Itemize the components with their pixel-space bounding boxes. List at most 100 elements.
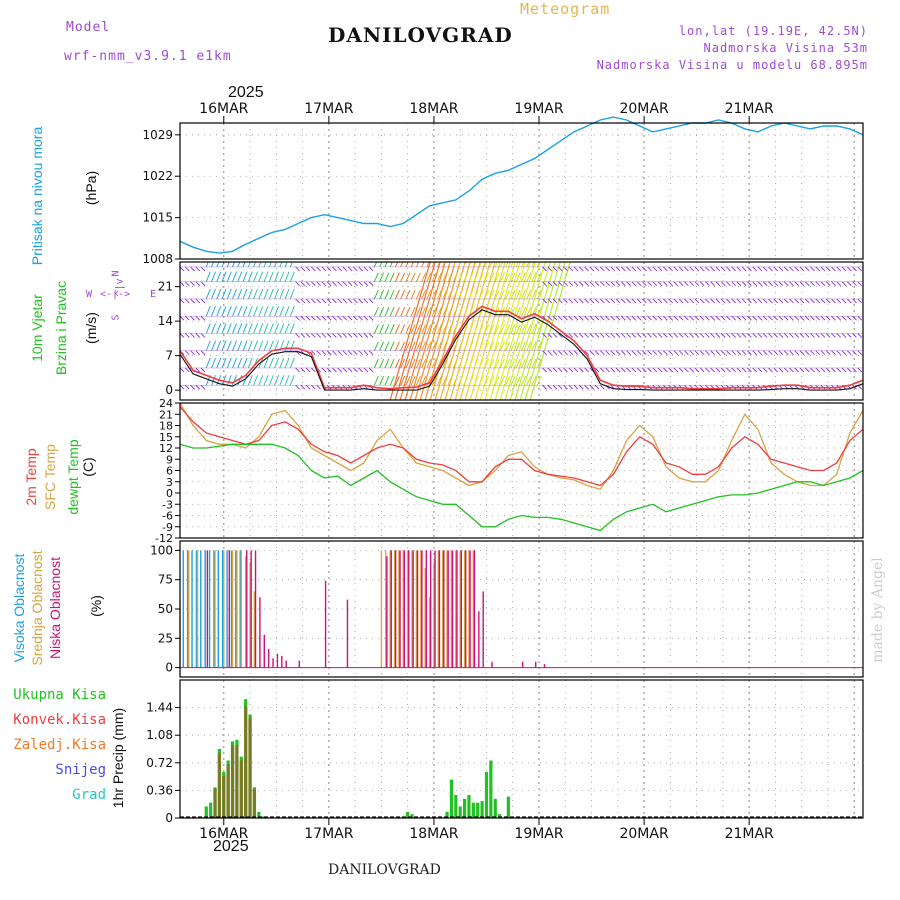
temperature-tick-label: -3 [162, 498, 173, 511]
wind-barb [515, 376, 521, 386]
wind-barb [180, 384, 185, 390]
wind-barb [353, 281, 358, 287]
wind-barb [736, 298, 742, 304]
wind-barb [652, 281, 658, 287]
wind-barb [584, 281, 589, 287]
wind-barb [841, 281, 847, 287]
wind-barb [373, 272, 379, 282]
wind-barb [458, 307, 463, 317]
wind-barb [389, 272, 395, 282]
temperature-tick-label: -6 [162, 510, 173, 523]
wind-barb [353, 315, 358, 321]
wind-barb [347, 333, 353, 338]
wind-barb [300, 281, 306, 287]
wind-barb [521, 289, 526, 300]
wind-barb [631, 367, 637, 373]
wind-barb [820, 367, 826, 373]
wind-barb [405, 307, 411, 317]
wind-hatch [529, 262, 571, 400]
wind-barb [311, 350, 316, 356]
wind-barb [421, 358, 427, 369]
wind-barb [326, 298, 332, 304]
wind-barb [741, 298, 747, 304]
wind-barb [841, 350, 847, 356]
wind-barb [804, 350, 810, 356]
wind-barb [242, 262, 246, 268]
wind-barb [268, 271, 274, 282]
wind-barb [332, 281, 337, 287]
wind-barb [263, 306, 269, 317]
temperature-tick-label: 6 [166, 465, 173, 478]
wind-barb [573, 298, 579, 304]
wind-barb [473, 341, 479, 351]
wind-barb [205, 357, 211, 369]
wind-barb [789, 298, 794, 304]
wind-barb [526, 341, 532, 351]
wind-barb [489, 272, 495, 282]
wind-barb [216, 271, 222, 282]
wind-barb [274, 271, 279, 282]
wind-barb [426, 358, 432, 369]
wind-barb [720, 281, 726, 287]
wind-barb [405, 358, 411, 369]
wind-barb [484, 341, 490, 351]
wind-barb [552, 281, 558, 287]
wind-barb [421, 272, 427, 282]
wind-barb [757, 333, 763, 338]
precip-convective-bar [239, 760, 243, 818]
wind-barb [289, 306, 295, 317]
day-label-bottom: 17MAR [304, 826, 353, 842]
wind-barb [295, 384, 300, 390]
wind-barb [479, 324, 484, 334]
wind-barb [773, 350, 779, 356]
precip-convective-bar [226, 764, 230, 818]
wind-barb [237, 323, 243, 334]
wind-barb [631, 315, 637, 321]
wind-barb [368, 350, 374, 356]
wind-barb [752, 350, 757, 356]
wind-barb [794, 367, 800, 373]
wind-barb [752, 333, 757, 338]
dewpt-temp-line [179, 443, 864, 532]
wind-barb [337, 333, 342, 338]
wind-barb [815, 333, 821, 338]
wind-barb [825, 281, 831, 287]
wind-barb [437, 341, 442, 351]
wind-barb [557, 266, 563, 272]
wind-barb [500, 376, 505, 386]
precip-tick-label: 1.44 [146, 701, 173, 715]
wind-barb [200, 333, 206, 338]
wind-barb [547, 367, 553, 373]
wind-barb [757, 350, 763, 356]
wind-barb [326, 281, 332, 287]
wind-barb [237, 306, 243, 317]
wind-barb [605, 281, 610, 287]
wind-barb [431, 307, 437, 317]
wind-barb [768, 350, 773, 356]
wind-barb [663, 367, 668, 373]
wind-barb [394, 289, 400, 300]
wind-barb [705, 281, 710, 287]
wind-barb [557, 350, 563, 356]
wind-barb [720, 367, 726, 373]
wind-hatch [484, 262, 526, 400]
wind-barb [400, 324, 406, 334]
wind-barb [368, 266, 374, 272]
wind-barb [253, 375, 258, 386]
wind-barb [416, 358, 421, 369]
wind-barb [831, 266, 836, 272]
wind-barb [605, 315, 610, 321]
wind-barb [589, 266, 595, 272]
legend-freezing-rain: Zaledj.Kisa [13, 737, 106, 753]
wind-barb [705, 333, 710, 338]
wind-barb [247, 340, 253, 351]
wind-barb [437, 324, 442, 334]
wind-barb [694, 315, 700, 321]
wind-barb [536, 341, 542, 351]
wind-barb [184, 298, 190, 304]
wind-barb [452, 307, 458, 317]
wind-barb [621, 333, 626, 338]
wind-barb [421, 341, 427, 351]
wind-barb [489, 324, 495, 334]
wind-barb [274, 262, 278, 268]
